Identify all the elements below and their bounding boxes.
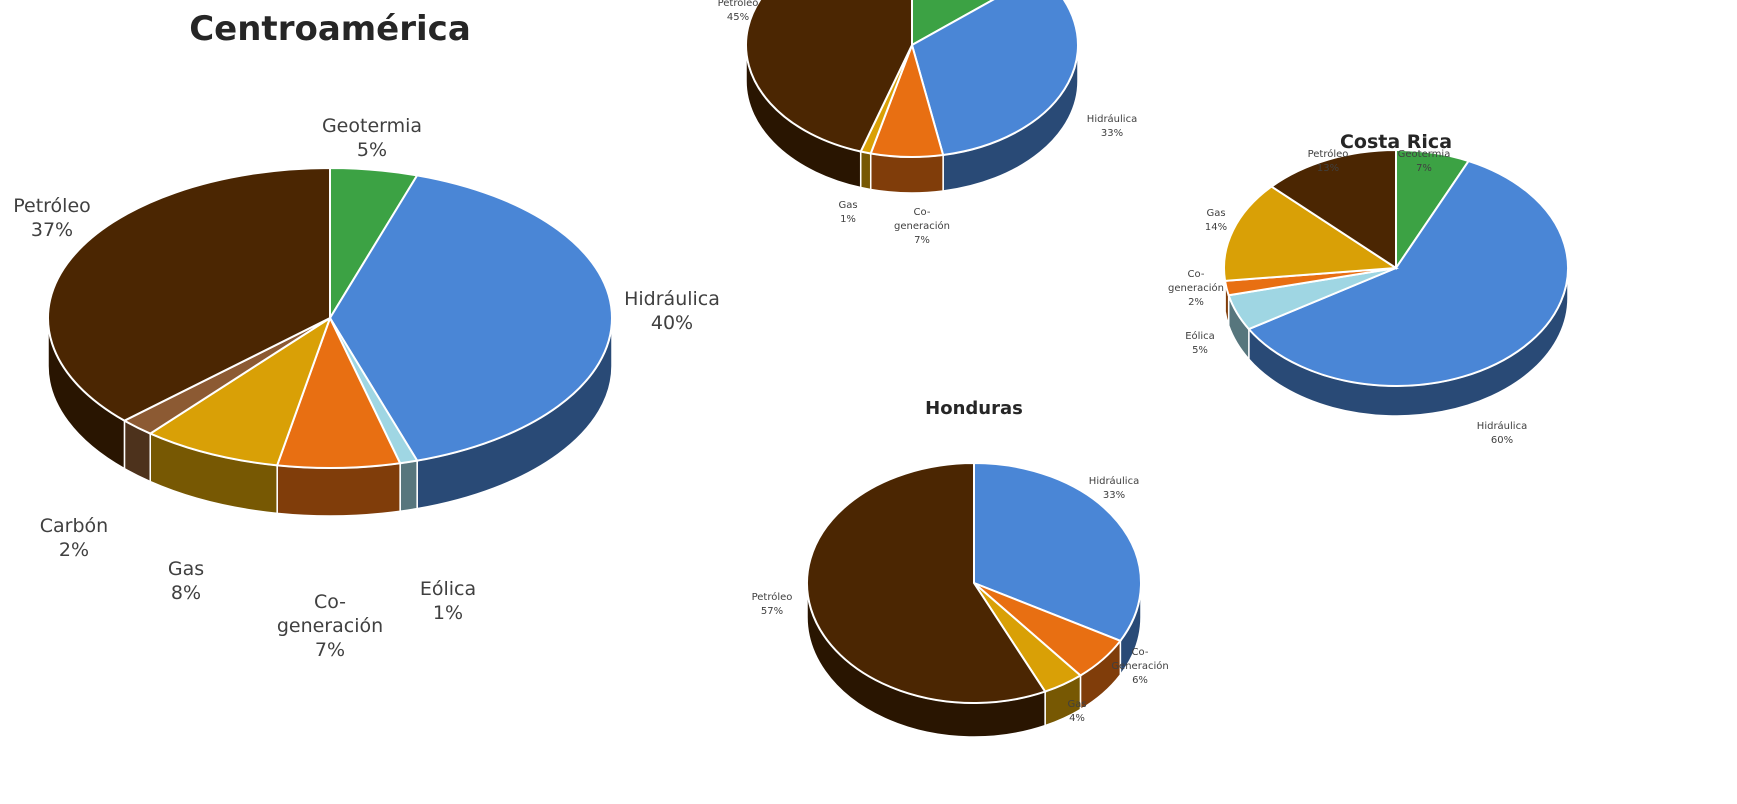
data-label-petroleo: Petróleo 13%	[1308, 148, 1349, 174]
data-label-co-generacion: Co-Generación 6%	[1111, 647, 1168, 686]
pie-side-walls	[47, 317, 613, 517]
pie-side-co-generacion	[869, 152, 944, 194]
pie-slice-hidraulica	[973, 461, 1142, 643]
data-label-co-generacion: Co-generación 7%	[894, 207, 950, 246]
data-label-eolica: Eólica 1%	[420, 578, 476, 624]
data-label-gas: Gas 1%	[838, 200, 857, 225]
data-label-petroleo: Petróleo 57%	[752, 591, 793, 617]
data-label-geotermia: Geotermia 5%	[322, 115, 422, 161]
data-label-carbon: Carbón 2%	[40, 515, 108, 561]
data-label-hidraulica: Hidráulica 33%	[1089, 475, 1139, 501]
data-label-co-generacion: Co-generación 7%	[277, 591, 383, 661]
pie-slice-petroleo	[745, 0, 913, 153]
data-label-gas: Gas 8%	[168, 558, 204, 604]
pie-side-walls	[745, 44, 1079, 194]
pie-slice-hidraulica	[1247, 159, 1569, 387]
pie-slice-co-generacion	[275, 315, 402, 469]
pie-chart-4: Hidráulica 33% Co-Generación 6% Gas 4% Petróle…	[752, 398, 1169, 738]
pie-slice-geotermia	[911, 0, 995, 47]
pie-slice-petroleo	[1269, 148, 1397, 270]
chart-title: Centroamérica	[189, 9, 471, 49]
pie-side-co-generacion	[276, 462, 401, 517]
pie-side-gas	[859, 150, 872, 191]
pie-slice-hidraulica	[328, 174, 613, 462]
pie-side-eolica	[399, 459, 418, 513]
pie-chart-2: Hidráulica 33% Co-generación 7% Gas 1% Petróle…	[718, 0, 1137, 246]
pie-chart-1: Geotermia 5% Hidráulica 40% Eólica 1% Co-gener…	[13, 9, 720, 661]
data-label-petroleo: Petróleo 37%	[13, 195, 91, 241]
data-label-petroleo: Petróleo 45%	[718, 0, 759, 23]
chart-title: Honduras	[925, 398, 1023, 419]
pie-slice-petroleo	[806, 461, 1047, 704]
data-label-gas: Gas 4%	[1067, 699, 1086, 724]
chart-title: Costa Rica	[1340, 131, 1452, 153]
data-label-hidraulica: Hidráulica 40%	[624, 288, 720, 334]
pie-slice-hidraulica	[910, 0, 1080, 157]
data-label-hidraulica: Hidráulica 60%	[1477, 420, 1527, 446]
pie-slice-petroleo	[47, 166, 331, 422]
data-label-geotermia: Geotermia 7%	[1398, 149, 1451, 174]
data-label-hidraulica: Hidráulica 33%	[1087, 113, 1137, 139]
data-label-eolica: Eólica 5%	[1185, 330, 1215, 356]
data-label-gas: Gas 14%	[1205, 208, 1227, 233]
pie-chart-3: Geotermia 7% Hidráulica 60% Eólica 5% Co-gener…	[1168, 131, 1569, 446]
pie-slice-gas	[1223, 185, 1400, 282]
pie-slice-gas	[148, 315, 332, 467]
data-label-co-generacion: Co-generación 2%	[1168, 269, 1224, 308]
